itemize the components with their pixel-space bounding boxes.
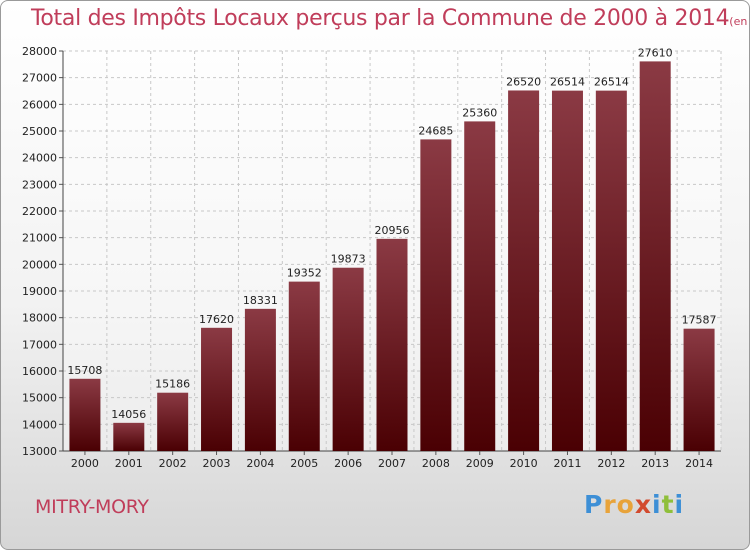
bar xyxy=(244,308,276,451)
bar-value-label: 17587 xyxy=(682,314,717,327)
bar xyxy=(551,90,583,452)
bar-value-label: 19873 xyxy=(331,253,366,266)
bar xyxy=(288,281,320,451)
x-tick-label: 2014 xyxy=(685,457,713,470)
x-tick-label: 2010 xyxy=(510,457,538,470)
chart-title: Total des Impôts Locaux perçus par la Co… xyxy=(31,6,749,31)
bar-value-label: 15708 xyxy=(67,364,102,377)
bar xyxy=(639,61,671,452)
bar-value-label: 26514 xyxy=(550,76,585,89)
x-tick-label: 2001 xyxy=(115,457,143,470)
bar xyxy=(69,378,101,451)
bar xyxy=(595,90,627,452)
y-tick-label: 21000 xyxy=(22,232,57,245)
chart-unit-note: (en milliers d'€) xyxy=(729,15,749,28)
x-tick-label: 2009 xyxy=(466,457,494,470)
bar xyxy=(113,422,145,451)
bar xyxy=(201,327,233,451)
x-tick-label: 2005 xyxy=(290,457,318,470)
bar-value-label: 20956 xyxy=(375,224,410,237)
bar xyxy=(420,139,452,451)
logo-letter: o xyxy=(616,490,635,519)
y-tick-label: 28000 xyxy=(22,45,57,58)
chart-title-text: Total des Impôts Locaux perçus par la Co… xyxy=(31,6,730,31)
x-tick-label: 2004 xyxy=(246,457,274,470)
logo-letter: t xyxy=(661,490,675,519)
y-tick-label: 25000 xyxy=(22,125,57,138)
bar xyxy=(376,238,408,451)
bar xyxy=(508,90,540,451)
bar xyxy=(683,328,715,451)
y-tick-label: 13000 xyxy=(22,445,57,458)
bar xyxy=(332,267,364,451)
bar xyxy=(157,392,189,451)
bar-value-label: 26514 xyxy=(594,76,629,89)
x-tick-label: 2007 xyxy=(378,457,406,470)
bar-value-label: 27610 xyxy=(638,46,673,59)
bar-value-label: 15186 xyxy=(155,378,190,391)
y-tick-label: 14000 xyxy=(22,418,57,431)
x-tick-label: 2002 xyxy=(159,457,187,470)
x-tick-label: 2006 xyxy=(334,457,362,470)
y-tick-label: 27000 xyxy=(22,72,57,85)
x-tick-label: 2008 xyxy=(422,457,450,470)
y-tick-label: 26000 xyxy=(22,98,57,111)
logo-letter: r xyxy=(603,490,617,519)
logo-letter: P xyxy=(584,490,604,519)
x-tick-label: 2000 xyxy=(71,457,99,470)
bar-value-label: 19352 xyxy=(287,267,322,280)
x-tick-label: 2011 xyxy=(553,457,581,470)
y-tick-label: 16000 xyxy=(22,365,57,378)
bar-value-label: 25360 xyxy=(462,106,497,119)
x-tick-label: 2012 xyxy=(597,457,625,470)
y-tick-label: 23000 xyxy=(22,178,57,191)
bar-value-label: 26520 xyxy=(506,75,541,88)
y-tick-label: 15000 xyxy=(22,392,57,405)
bar-value-label: 24685 xyxy=(418,124,453,137)
x-tick-label: 2003 xyxy=(203,457,231,470)
bar xyxy=(464,121,496,452)
y-tick-label: 22000 xyxy=(22,205,57,218)
logo-letter: x xyxy=(634,490,652,519)
bar-value-label: 17620 xyxy=(199,313,234,326)
bar-value-label: 18331 xyxy=(243,294,278,307)
y-tick-label: 19000 xyxy=(22,285,57,298)
proxiti-logo: Proxiti xyxy=(584,490,684,519)
y-tick-label: 20000 xyxy=(22,258,57,271)
y-tick-label: 18000 xyxy=(22,312,57,325)
logo-letter: i xyxy=(674,490,685,519)
y-tick-label: 24000 xyxy=(22,152,57,165)
bar-value-label: 14056 xyxy=(111,408,146,421)
x-tick-label: 2013 xyxy=(641,457,669,470)
y-tick-label: 17000 xyxy=(22,338,57,351)
logo-letter: i xyxy=(652,490,662,519)
commune-name: MITRY-MORY xyxy=(35,496,149,518)
